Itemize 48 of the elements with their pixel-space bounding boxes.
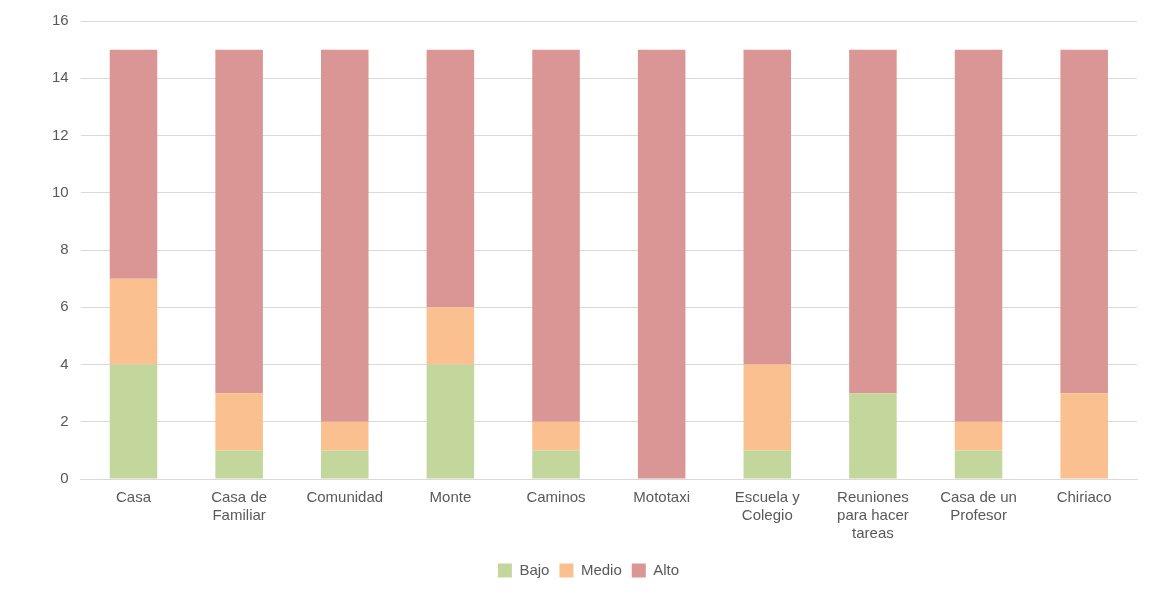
bar — [1060, 393, 1108, 479]
bar — [109, 49, 158, 279]
bar — [1060, 49, 1108, 394]
bar — [532, 450, 580, 479]
bar — [321, 421, 369, 451]
bar — [321, 450, 369, 479]
y-tick-label: 0 — [60, 469, 69, 487]
bar — [532, 421, 580, 451]
y-tick-label: 6 — [60, 297, 69, 315]
bar — [426, 49, 475, 308]
bar — [954, 450, 1003, 479]
y-tick-label: 14 — [52, 68, 69, 86]
bar — [743, 49, 792, 365]
bar — [426, 307, 475, 365]
bar — [954, 421, 1003, 451]
bar — [215, 49, 263, 394]
legend-label: Alto — [653, 560, 680, 578]
x-tick-label: Chiriaco — [1056, 488, 1112, 506]
x-tick-label: Reuniones para hacer tareas — [837, 488, 909, 542]
x-tick-label: Casa de Familiar — [211, 488, 268, 524]
x-tick-label: Casa — [115, 488, 152, 506]
bar — [849, 49, 897, 394]
x-tick-label: Monte — [429, 488, 472, 506]
y-tick-label: 10 — [52, 182, 69, 200]
bar — [426, 364, 475, 479]
bar — [532, 49, 580, 422]
bar — [849, 393, 897, 479]
bar — [109, 364, 158, 479]
y-tick-label: 2 — [60, 411, 69, 429]
bar — [743, 450, 792, 479]
y-tick-label: 8 — [60, 240, 69, 258]
bar — [215, 393, 263, 451]
bar — [637, 49, 686, 479]
bar — [321, 49, 369, 422]
y-tick-label: 4 — [60, 354, 69, 372]
bar — [954, 49, 1003, 422]
legend-label: Medio — [580, 560, 622, 578]
bar — [743, 364, 792, 451]
y-tick-label: 12 — [52, 125, 69, 143]
x-tick-label: Escuela y Colegio — [734, 488, 801, 524]
x-tick-label: Casa de un Profesor — [940, 488, 1017, 524]
x-tick-label: Mototaxi — [633, 488, 691, 506]
x-tick-label: Comunidad — [306, 488, 384, 506]
y-tick-label: 16 — [52, 11, 69, 29]
bar — [215, 450, 263, 479]
x-tick-label: Caminos — [526, 488, 586, 506]
legend-label: Bajo — [519, 560, 550, 578]
bar — [109, 278, 158, 365]
